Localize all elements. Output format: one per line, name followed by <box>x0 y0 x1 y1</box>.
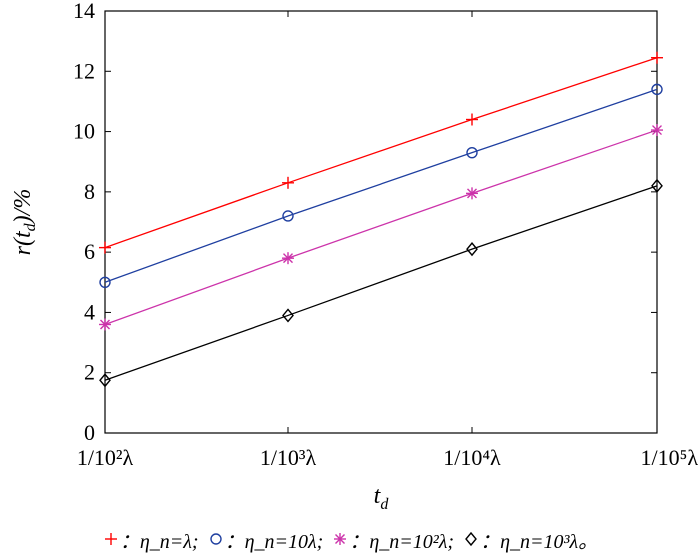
legend-marker-asterisk-icon <box>331 531 349 547</box>
data-point <box>282 210 294 222</box>
legend-entry: ：η_n=10³λ。 <box>462 525 598 554</box>
series-2 <box>99 83 663 288</box>
legend-label: ：η_n=10²λ; <box>349 530 455 553</box>
data-point <box>466 146 478 159</box>
legend-label: ：η_n=10λ; <box>224 530 324 553</box>
legend-symbol <box>334 533 347 545</box>
x-tick-label: 1/10³λ <box>260 445 317 470</box>
data-point <box>651 178 663 193</box>
y-axis: 0 2 4 6 8 10 12 14 <box>73 0 657 445</box>
legend-symbol <box>465 531 477 547</box>
x-tick-label: 1/10²λ <box>77 445 134 470</box>
data-point <box>282 176 294 189</box>
series-1 <box>99 51 663 254</box>
data-point <box>282 252 294 265</box>
data-point <box>282 308 294 323</box>
y-tick-label: 14 <box>73 0 95 23</box>
data-point <box>99 373 111 388</box>
x-tick-label: 1/10⁴λ <box>443 445 501 470</box>
series-line <box>104 57 658 249</box>
legend-label: ：η_n=10³λ。 <box>480 530 599 553</box>
data-point <box>651 51 663 64</box>
y-tick-label: 0 <box>84 420 95 445</box>
y-tick-label: 2 <box>84 360 95 385</box>
legend-marker-plus-icon <box>102 531 120 547</box>
series-3 <box>99 124 663 331</box>
y-tick-label: 12 <box>73 58 95 83</box>
legend-symbol <box>104 533 117 545</box>
legend-marker-diamond-icon <box>462 531 480 547</box>
series-4 <box>99 178 663 388</box>
data-point <box>466 187 478 200</box>
series-line <box>104 129 658 326</box>
data-point <box>466 113 478 126</box>
legend: ：η_n=λ; ：η_n=10λ; ：η_n=10²λ; ：η_n=10³λ。 <box>0 524 700 554</box>
x-tick-label: 1/10⁵λ <box>641 445 699 470</box>
legend-entry: ：η_n=10λ; <box>207 525 324 554</box>
series-line <box>104 185 658 381</box>
data-point <box>651 124 663 137</box>
data-point <box>99 318 111 331</box>
x-axis: 1/10²λ 1/10³λ 1/10⁴λ 1/10⁵λ <box>77 11 699 470</box>
y-axis-label: r(td)/% <box>10 189 39 256</box>
legend-marker-circle-icon <box>207 531 225 547</box>
y-tick-label: 6 <box>84 239 95 264</box>
y-tick-label: 10 <box>73 119 95 144</box>
data-point <box>651 83 663 96</box>
legend-label: ：η_n=λ; <box>119 530 199 553</box>
data-point <box>466 242 478 257</box>
legend-symbol <box>209 533 222 545</box>
legend-entry: ：η_n=10²λ; <box>331 525 454 554</box>
series-layer <box>99 51 663 388</box>
y-tick-label: 4 <box>84 299 95 324</box>
data-point <box>99 241 111 254</box>
series-line <box>104 88 658 283</box>
y-tick-label: 8 <box>84 179 95 204</box>
x-axis-label: td <box>374 483 390 513</box>
legend-entry: ：η_n=λ; <box>102 525 199 554</box>
data-point <box>99 276 111 288</box>
plot-area-frame <box>104 10 658 434</box>
